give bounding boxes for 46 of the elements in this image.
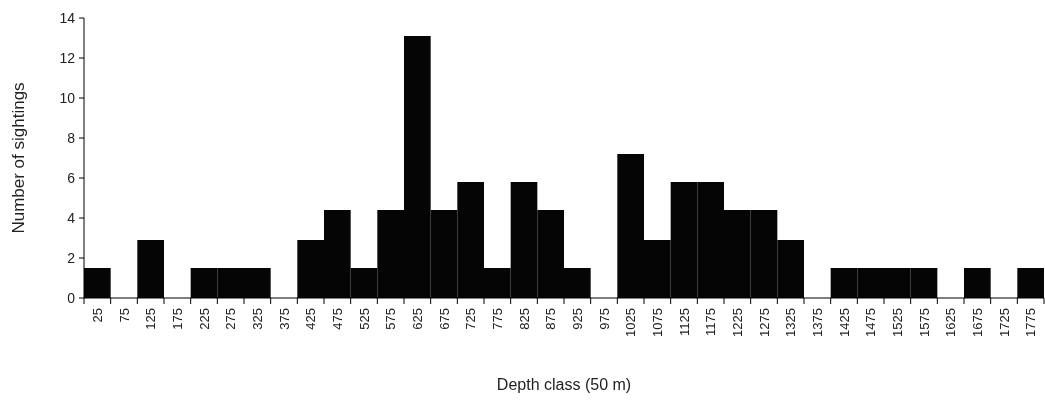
x-tick-label: 1275	[756, 308, 772, 337]
x-tick-label: 1775	[1023, 308, 1039, 337]
x-tick-label: 75	[116, 308, 132, 323]
x-axis-title: Depth class (50 m)	[496, 376, 632, 393]
x-tick-label: 125	[143, 308, 159, 330]
x-tick-label: 625	[409, 308, 425, 330]
y-tick-label: 12	[59, 49, 76, 66]
y-tick-label: 0	[67, 289, 76, 306]
x-tick-label: 1425	[836, 308, 852, 337]
x-tick-label: 425	[303, 308, 319, 330]
x-tick-label: 1375	[809, 308, 825, 337]
x-tick-label: 825	[516, 308, 532, 330]
x-tick-label: 1525	[889, 308, 905, 337]
x-tick-label: 875	[543, 308, 559, 330]
x-tick-label: 925	[569, 308, 585, 330]
x-tick-label: 775	[489, 308, 505, 330]
x-tick-label: 225	[196, 308, 212, 330]
x-tick-label: 175	[169, 308, 185, 330]
x-tick-label: 1025	[623, 308, 639, 337]
y-tick-label: 6	[67, 169, 76, 186]
y-tick-label: 2	[67, 249, 76, 266]
x-tick-label: 1325	[783, 308, 799, 337]
x-tick-label: 525	[356, 308, 372, 330]
x-tick-label: 1075	[649, 308, 665, 337]
x-tick-label: 1475	[863, 308, 879, 337]
x-tick-label: 975	[596, 308, 612, 330]
y-tick-label: 14	[59, 9, 76, 26]
x-tick-label: 1125	[676, 308, 692, 336]
x-tick-label: 1625	[943, 308, 959, 337]
x-tick-label: 1675	[969, 308, 985, 337]
x-tick-label: 575	[383, 308, 399, 330]
x-tick-label: 1175	[703, 308, 719, 336]
x-tick-label: 1575	[916, 308, 932, 337]
x-tick-label: 475	[329, 308, 345, 330]
x-tick-label: 25	[89, 308, 105, 323]
x-tick-label: 675	[436, 308, 452, 330]
y-tick-label: 10	[59, 89, 76, 106]
x-tick-label: 325	[249, 308, 265, 330]
y-tick-label: 8	[67, 129, 76, 146]
x-tick-label: 375	[276, 308, 292, 330]
x-tick-label: 1225	[729, 308, 745, 337]
x-tick-label: 725	[463, 308, 479, 330]
y-tick-label: 4	[67, 209, 76, 226]
x-tick-label: 1725	[996, 308, 1012, 337]
x-tick-label: 275	[223, 308, 239, 330]
y-axis-title: Number of sightings	[9, 82, 28, 234]
